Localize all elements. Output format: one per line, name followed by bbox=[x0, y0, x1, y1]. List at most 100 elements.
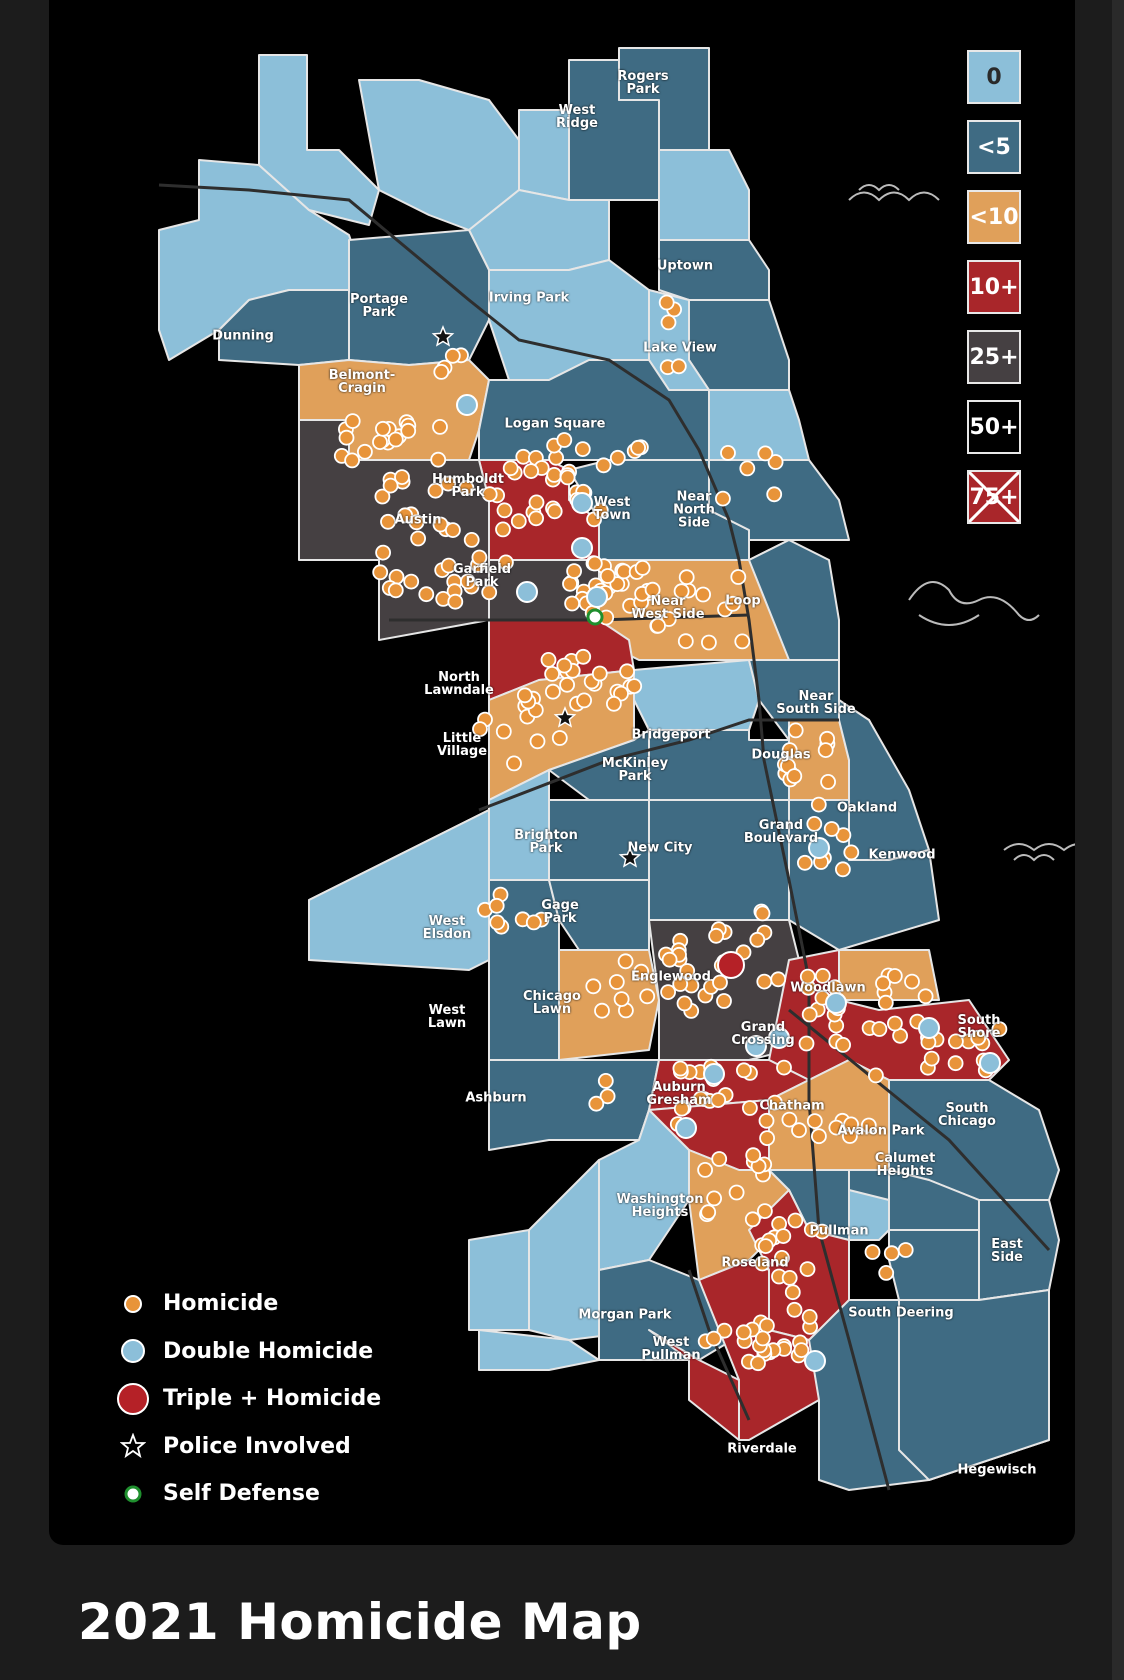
double-homicide-dot[interactable] bbox=[586, 586, 608, 608]
homicide-dot[interactable] bbox=[711, 1151, 728, 1167]
homicide-dot[interactable] bbox=[506, 755, 522, 772]
homicide-dot[interactable] bbox=[496, 502, 513, 519]
homicide-dot[interactable] bbox=[372, 434, 388, 451]
homicide-dot[interactable] bbox=[712, 974, 728, 991]
homicide-dot[interactable] bbox=[382, 477, 399, 494]
homicide-dot[interactable] bbox=[708, 927, 724, 944]
homicide-dot[interactable] bbox=[616, 563, 632, 580]
homicide-dot[interactable] bbox=[633, 963, 650, 980]
double-homicide-dot[interactable] bbox=[571, 492, 593, 514]
homicide-dot[interactable] bbox=[397, 507, 414, 524]
homicide-dot[interactable] bbox=[380, 513, 396, 530]
homicide-dot[interactable] bbox=[440, 557, 457, 574]
homicide-dot[interactable] bbox=[767, 1094, 783, 1111]
homicide-dot[interactable] bbox=[510, 513, 527, 530]
double-homicide-dot[interactable] bbox=[703, 1063, 725, 1085]
homicide-dot[interactable] bbox=[904, 973, 920, 990]
homicide-dot[interactable] bbox=[516, 687, 533, 704]
homicide-dot[interactable] bbox=[756, 973, 773, 990]
homicide-dot[interactable] bbox=[528, 510, 545, 527]
homicide-dot[interactable] bbox=[374, 420, 391, 437]
homicide-dot[interactable] bbox=[677, 633, 694, 650]
homicide-dot[interactable] bbox=[923, 1050, 940, 1067]
homicide-dot[interactable] bbox=[793, 1342, 810, 1358]
homicide-dot[interactable] bbox=[875, 975, 891, 992]
homicide-dot[interactable] bbox=[757, 1203, 773, 1219]
homicide-dot[interactable] bbox=[546, 503, 563, 520]
homicide-dot[interactable] bbox=[597, 1073, 614, 1089]
homicide-dot[interactable] bbox=[739, 460, 756, 477]
homicide-dot[interactable] bbox=[811, 1128, 827, 1145]
homicide-dot[interactable] bbox=[394, 469, 410, 486]
homicide-dot[interactable] bbox=[754, 1255, 771, 1272]
homicide-dot[interactable] bbox=[745, 1147, 762, 1164]
homicide-dot[interactable] bbox=[673, 1100, 690, 1117]
homicide-dot[interactable] bbox=[700, 1204, 717, 1221]
homicide-dot[interactable] bbox=[576, 692, 592, 709]
homicide-dot[interactable] bbox=[887, 1015, 903, 1032]
double-homicide-dot[interactable] bbox=[456, 394, 478, 416]
homicide-dot[interactable] bbox=[375, 544, 392, 561]
homicide-dot[interactable] bbox=[716, 993, 732, 1009]
homicide-dot[interactable] bbox=[556, 432, 573, 448]
homicide-dot[interactable] bbox=[734, 633, 751, 650]
homicide-dot[interactable] bbox=[754, 905, 771, 922]
homicide-dot[interactable] bbox=[617, 953, 634, 970]
community-area[interactable] bbox=[658, 149, 750, 241]
homicide-dot[interactable] bbox=[403, 573, 420, 590]
community-area[interactable] bbox=[558, 949, 660, 1061]
homicide-dot[interactable] bbox=[791, 1122, 807, 1139]
homicide-dot[interactable] bbox=[775, 1228, 792, 1244]
homicide-dot[interactable] bbox=[594, 1002, 610, 1019]
homicide-dot[interactable] bbox=[801, 1309, 818, 1325]
homicide-dot[interactable] bbox=[529, 733, 546, 750]
homicide-dot[interactable] bbox=[497, 554, 514, 571]
homicide-dot[interactable] bbox=[556, 657, 573, 674]
double-homicide-dot[interactable] bbox=[825, 992, 847, 1014]
homicide-dot[interactable] bbox=[843, 1116, 859, 1133]
homicide-dot[interactable] bbox=[619, 663, 635, 680]
homicide-dot[interactable] bbox=[489, 914, 506, 931]
homicide-dot[interactable] bbox=[575, 648, 592, 665]
homicide-dot[interactable] bbox=[730, 569, 747, 585]
homicide-dot[interactable] bbox=[787, 722, 804, 739]
homicide-dot[interactable] bbox=[606, 695, 622, 712]
homicide-dot[interactable] bbox=[860, 1117, 877, 1134]
police-involved-star[interactable] bbox=[618, 846, 642, 868]
homicide-dot[interactable] bbox=[592, 502, 609, 519]
homicide-dot[interactable] bbox=[599, 1088, 616, 1105]
homicide-dot[interactable] bbox=[948, 1033, 964, 1050]
homicide-dot[interactable] bbox=[525, 914, 542, 931]
double-homicide-dot[interactable] bbox=[804, 1350, 826, 1372]
homicide-dot[interactable] bbox=[372, 564, 389, 581]
homicide-dot[interactable] bbox=[495, 521, 511, 538]
homicide-dot[interactable] bbox=[338, 429, 355, 446]
double-homicide-dot[interactable] bbox=[675, 1117, 697, 1139]
scrollbar[interactable] bbox=[1112, 0, 1124, 1680]
double-homicide-dot[interactable] bbox=[918, 1017, 940, 1039]
homicide-dot[interactable] bbox=[991, 1021, 1008, 1037]
homicide-dot[interactable] bbox=[387, 582, 404, 599]
homicide-dot[interactable] bbox=[661, 951, 678, 968]
homicide-dot[interactable] bbox=[678, 569, 695, 586]
double-homicide-dot[interactable] bbox=[808, 837, 830, 859]
homicide-dot[interactable] bbox=[725, 595, 741, 612]
homicide-dot[interactable] bbox=[797, 854, 813, 871]
double-homicide-dot[interactable] bbox=[979, 1052, 1001, 1074]
community-area[interactable] bbox=[648, 1329, 740, 1441]
homicide-dot[interactable] bbox=[432, 418, 448, 435]
homicide-dot[interactable] bbox=[781, 1270, 798, 1286]
homicide-dot[interactable] bbox=[897, 1242, 914, 1258]
homicide-dot[interactable] bbox=[786, 1301, 803, 1318]
homicide-dot[interactable] bbox=[444, 347, 461, 364]
homicide-dot[interactable] bbox=[644, 581, 661, 598]
homicide-dot[interactable] bbox=[679, 963, 696, 979]
homicide-dot[interactable] bbox=[720, 444, 736, 461]
community-area[interactable] bbox=[308, 809, 490, 971]
homicide-dot[interactable] bbox=[736, 1062, 752, 1079]
homicide-dot[interactable] bbox=[801, 1006, 818, 1023]
homicide-dot[interactable] bbox=[692, 1090, 709, 1107]
homicide-dot[interactable] bbox=[784, 1284, 801, 1301]
community-area[interactable] bbox=[978, 1199, 1060, 1301]
homicide-dot[interactable] bbox=[786, 768, 803, 784]
